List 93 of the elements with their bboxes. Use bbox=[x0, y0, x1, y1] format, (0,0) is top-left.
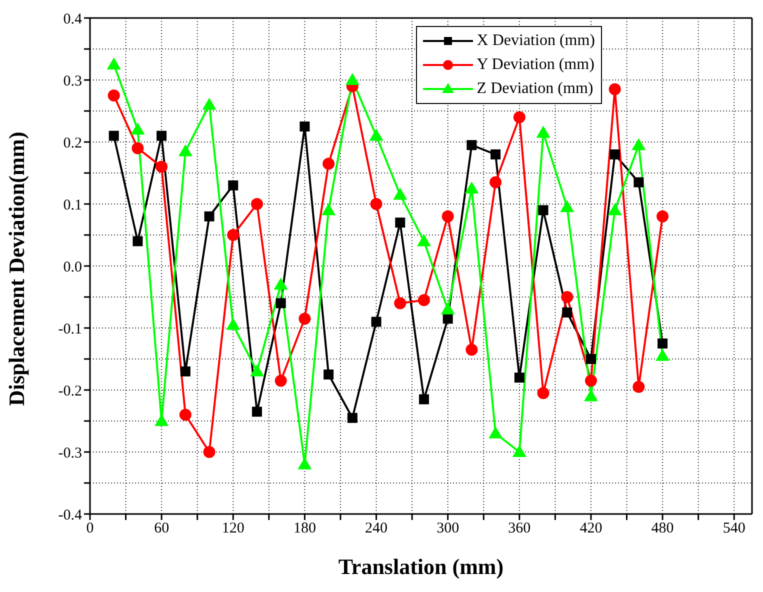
point bbox=[132, 142, 144, 154]
y-axis-title: Displacement Deviation(mm) bbox=[4, 132, 29, 406]
point bbox=[514, 372, 524, 383]
point bbox=[228, 180, 238, 190]
y-tick-label: 0.0 bbox=[63, 259, 82, 276]
point bbox=[156, 130, 167, 141]
point bbox=[464, 182, 479, 194]
point bbox=[178, 144, 192, 156]
point bbox=[418, 394, 429, 404]
point bbox=[226, 318, 240, 330]
point bbox=[610, 149, 620, 160]
y-tick-label: 0.3 bbox=[63, 73, 82, 90]
point bbox=[442, 314, 453, 324]
y-tick-label: 0.1 bbox=[63, 197, 82, 214]
point bbox=[203, 446, 216, 458]
point bbox=[608, 83, 621, 96]
x-tick-label: 540 bbox=[722, 520, 746, 537]
point bbox=[608, 203, 622, 216]
point bbox=[560, 200, 574, 212]
point bbox=[106, 58, 121, 70]
point bbox=[537, 387, 550, 400]
point bbox=[656, 348, 670, 361]
point bbox=[252, 406, 262, 417]
x-tick-label: 180 bbox=[293, 520, 316, 537]
x-axis-title: Translation (mm) bbox=[338, 554, 504, 579]
legend-label: Z Deviation (mm) bbox=[476, 80, 594, 98]
point bbox=[561, 291, 574, 303]
point bbox=[442, 210, 454, 222]
y-tick-label: -0.1 bbox=[58, 321, 82, 338]
point bbox=[418, 294, 430, 306]
point bbox=[394, 297, 406, 310]
x-tick-label: 240 bbox=[365, 520, 388, 537]
point bbox=[490, 176, 502, 188]
point bbox=[274, 374, 287, 387]
point bbox=[656, 210, 669, 222]
point bbox=[371, 316, 382, 327]
point bbox=[227, 229, 240, 241]
x-tick-label: 300 bbox=[436, 520, 460, 537]
point bbox=[108, 90, 120, 102]
point bbox=[202, 98, 216, 110]
point bbox=[130, 122, 145, 135]
point bbox=[298, 312, 311, 325]
point bbox=[513, 111, 526, 124]
point bbox=[180, 366, 190, 376]
x-tick-label: 120 bbox=[222, 520, 244, 537]
y-tick-label: 0.4 bbox=[63, 11, 82, 28]
point bbox=[276, 298, 286, 308]
point bbox=[250, 198, 263, 210]
point bbox=[274, 278, 288, 290]
point bbox=[179, 408, 192, 421]
point bbox=[345, 73, 360, 85]
point bbox=[347, 412, 358, 423]
point bbox=[300, 122, 310, 132]
point bbox=[250, 364, 264, 376]
point bbox=[538, 205, 548, 216]
y-tick-label: -0.4 bbox=[58, 507, 82, 524]
point bbox=[562, 308, 572, 318]
point bbox=[634, 177, 644, 188]
point bbox=[156, 160, 168, 173]
point bbox=[204, 211, 214, 222]
point bbox=[536, 126, 550, 138]
legend-label: Y Deviation (mm) bbox=[476, 56, 594, 74]
x-tick-label: 60 bbox=[154, 520, 170, 537]
point bbox=[440, 302, 455, 314]
point bbox=[108, 130, 119, 141]
y-tick-label: -0.3 bbox=[58, 445, 82, 462]
point bbox=[154, 414, 169, 426]
point bbox=[322, 203, 336, 216]
x-tick-label: 0 bbox=[86, 520, 94, 537]
point bbox=[322, 158, 335, 170]
point bbox=[586, 354, 596, 364]
point bbox=[370, 198, 382, 210]
point bbox=[584, 374, 597, 387]
point bbox=[632, 380, 645, 393]
x-tick-label: 480 bbox=[651, 520, 674, 537]
point bbox=[658, 338, 668, 348]
x-tick-label: 360 bbox=[508, 520, 531, 537]
point bbox=[324, 370, 334, 380]
point bbox=[512, 445, 526, 457]
legend-label: X Deviation (mm) bbox=[476, 32, 595, 50]
point bbox=[466, 344, 478, 356]
point bbox=[132, 236, 143, 246]
point bbox=[488, 426, 503, 438]
point bbox=[416, 234, 431, 246]
point bbox=[632, 138, 646, 150]
point bbox=[395, 218, 406, 228]
point bbox=[393, 188, 408, 200]
point bbox=[466, 140, 477, 150]
point bbox=[490, 149, 501, 160]
y-tick-label: -0.2 bbox=[58, 383, 82, 400]
x-tick-label: 420 bbox=[580, 520, 602, 537]
point bbox=[369, 128, 384, 141]
y-tick-label: 0.2 bbox=[63, 135, 82, 152]
